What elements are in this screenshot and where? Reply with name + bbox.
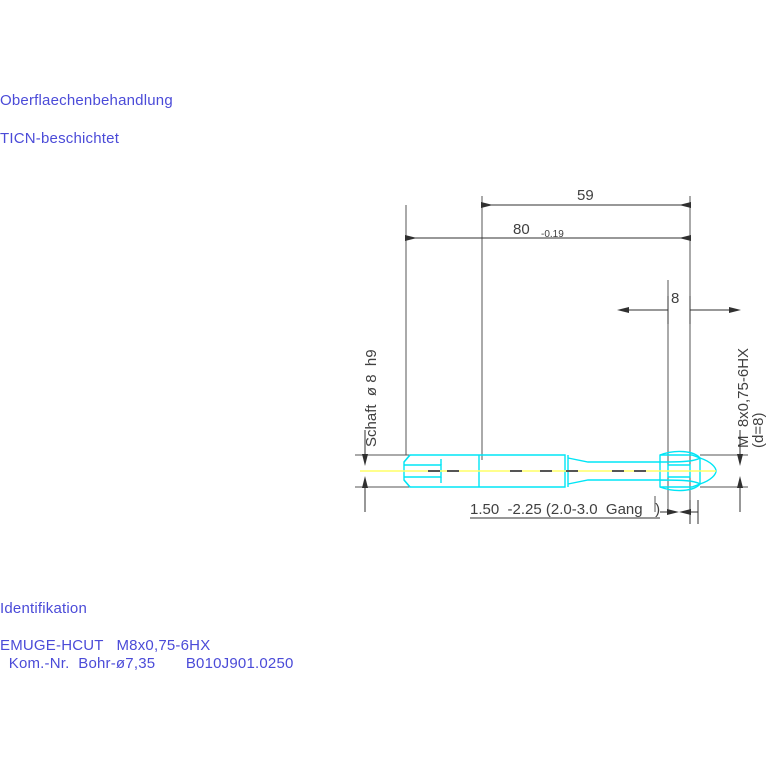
dimension-label-80: 80 xyxy=(513,221,530,238)
extension-lines xyxy=(355,196,748,512)
identification-line-2: Kom.-Nr. Bohr-ø7,35 B010J901.0250 xyxy=(0,655,294,672)
identification-heading: Identifikation xyxy=(0,600,88,617)
dimension-label-8: 8 xyxy=(671,290,680,307)
dimension-lines xyxy=(362,202,743,524)
dimension-label-59: 59 xyxy=(577,187,594,204)
pitch-note-label: 1.50 -2.25 (2.0-3.0 Gang ) xyxy=(470,501,661,518)
dimension-tolerance-80: -0.19 xyxy=(541,229,564,240)
flute-lower xyxy=(659,479,702,492)
surface-treatment-heading: Oberflaechenbehandlung xyxy=(0,92,173,109)
flute-upper xyxy=(659,450,702,463)
identification-line-1: EMUGE-HCUT M8x0,75-6HX xyxy=(0,637,211,654)
surface-treatment-value: TICN-beschichtet xyxy=(0,130,120,147)
